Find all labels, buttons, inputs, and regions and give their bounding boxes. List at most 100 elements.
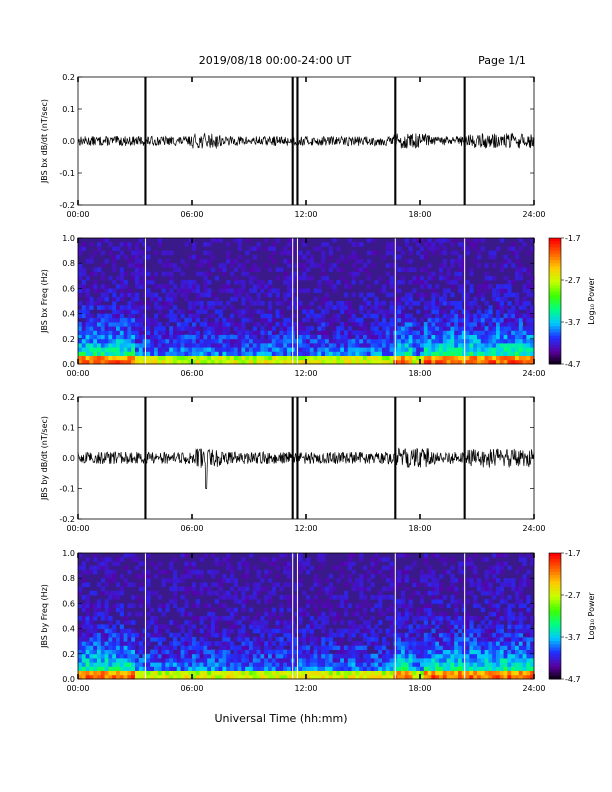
spectrogram-cell	[123, 582, 128, 587]
spectrogram-cell	[465, 624, 470, 629]
spectrogram-cell	[465, 658, 470, 663]
spectrogram-cell	[355, 359, 360, 365]
spectrogram-cell	[503, 284, 508, 289]
spectrogram-cell	[526, 267, 531, 272]
spectrogram-cell	[442, 561, 447, 566]
spectrogram-cell	[150, 330, 155, 335]
spectrogram-cell	[260, 347, 265, 352]
spectrogram-cell	[108, 334, 113, 340]
spectrogram-cell	[313, 620, 318, 625]
spectrogram-cell	[309, 616, 314, 621]
spectrogram-cell	[355, 351, 360, 356]
spectrogram-cell	[458, 355, 463, 361]
spectrogram-cell	[366, 637, 371, 642]
spectrogram-cell	[176, 662, 181, 667]
spectrogram-cell	[363, 637, 368, 642]
spectrogram-cell	[526, 637, 531, 642]
spectrogram-cell	[370, 674, 375, 680]
spectrogram-cell	[465, 666, 470, 671]
spectrogram-cell	[499, 322, 504, 327]
spectrogram-cell	[146, 590, 151, 596]
spectrogram-cell	[127, 338, 132, 344]
spectrogram-cell	[309, 275, 314, 281]
spectrogram-cell	[180, 607, 185, 613]
spectrogram-cell	[176, 359, 181, 365]
spectrogram-cell	[245, 355, 250, 361]
spectrogram-cell	[112, 330, 117, 335]
spectrogram-cell	[199, 666, 204, 671]
spectrogram-cell	[252, 590, 257, 596]
spectrogram-cell	[146, 674, 151, 680]
spectrogram-cell	[195, 338, 200, 344]
spectrogram-cell	[359, 662, 364, 667]
spectrogram-cell	[344, 658, 349, 663]
spectrogram-cell	[332, 595, 337, 600]
spectrogram-cell	[389, 317, 394, 323]
spectrogram-cell	[431, 662, 436, 667]
spectrogram-cell	[222, 595, 227, 600]
spectrogram-cell	[454, 578, 459, 583]
spectrogram-cell	[287, 330, 292, 335]
spectrogram-cell	[427, 666, 432, 671]
spectrogram-cell	[230, 271, 235, 277]
spectrogram-cell	[382, 288, 387, 293]
spectrogram-cell	[135, 343, 140, 348]
spectrogram-cell	[389, 263, 394, 268]
spectrogram-cell	[78, 275, 83, 281]
spectrogram-cell	[442, 632, 447, 638]
spectrogram-cell	[85, 351, 90, 356]
spectrogram-cell	[366, 334, 371, 340]
spectrogram-cell	[461, 662, 466, 667]
spectrogram-cell	[480, 582, 485, 587]
spectrogram-cell	[195, 569, 200, 575]
spectrogram-cell	[404, 586, 409, 592]
spectrogram-cell	[397, 267, 402, 272]
spectrogram-cell	[287, 351, 292, 356]
spectrogram-cell	[150, 670, 155, 676]
spectrogram-cell	[142, 670, 147, 676]
spectrogram-cell	[157, 653, 162, 659]
spectrogram-cell	[431, 586, 436, 592]
spectrogram-cell	[454, 301, 459, 306]
spectrogram-cell	[180, 595, 185, 600]
spectrogram-cell	[469, 305, 474, 310]
spectrogram-cell	[423, 330, 428, 335]
spectrogram-cell	[93, 322, 98, 327]
spectrogram-cell	[268, 330, 273, 335]
spectrogram-cell	[199, 309, 204, 314]
spectrogram-cell	[522, 578, 527, 583]
spectrogram-cell	[233, 645, 238, 650]
spectrogram-cell	[135, 326, 140, 331]
spectrogram-cell	[332, 586, 337, 592]
spectrogram-cell	[507, 645, 512, 650]
spectrogram-cell	[97, 305, 102, 310]
spectrogram-cell	[169, 351, 174, 356]
spectrogram-cell	[116, 649, 121, 655]
spectrogram-cell	[104, 326, 109, 331]
spectrogram-cell	[184, 632, 189, 638]
spectrogram-cell	[363, 670, 368, 676]
spectrogram-cell	[480, 607, 485, 613]
spectrogram-cell	[268, 313, 273, 319]
spectrogram-cell	[131, 557, 136, 562]
spectrogram-cell	[416, 658, 421, 663]
spectrogram-cell	[416, 653, 421, 659]
spectrogram-cell	[279, 662, 284, 667]
spectrogram-cell	[116, 343, 121, 348]
spectrogram-cell	[484, 582, 489, 587]
spectrogram-cell	[530, 674, 535, 680]
spectrogram-cell	[275, 565, 280, 571]
spectrogram-cell	[526, 292, 531, 298]
spectrogram-cell	[123, 670, 128, 676]
spectrogram-cell	[218, 586, 223, 592]
spectrogram-cell	[488, 645, 493, 650]
spectrogram-cell	[515, 620, 520, 625]
spectrogram-cell	[100, 578, 105, 583]
spectrogram-cell	[222, 557, 227, 562]
spectrogram-cell	[499, 624, 504, 629]
spectrogram-cell	[184, 296, 189, 302]
spectrogram-cell	[332, 645, 337, 650]
spectrogram-cell	[241, 267, 246, 272]
spectrogram-cell	[423, 326, 428, 331]
spectrogram-cell	[359, 553, 364, 558]
